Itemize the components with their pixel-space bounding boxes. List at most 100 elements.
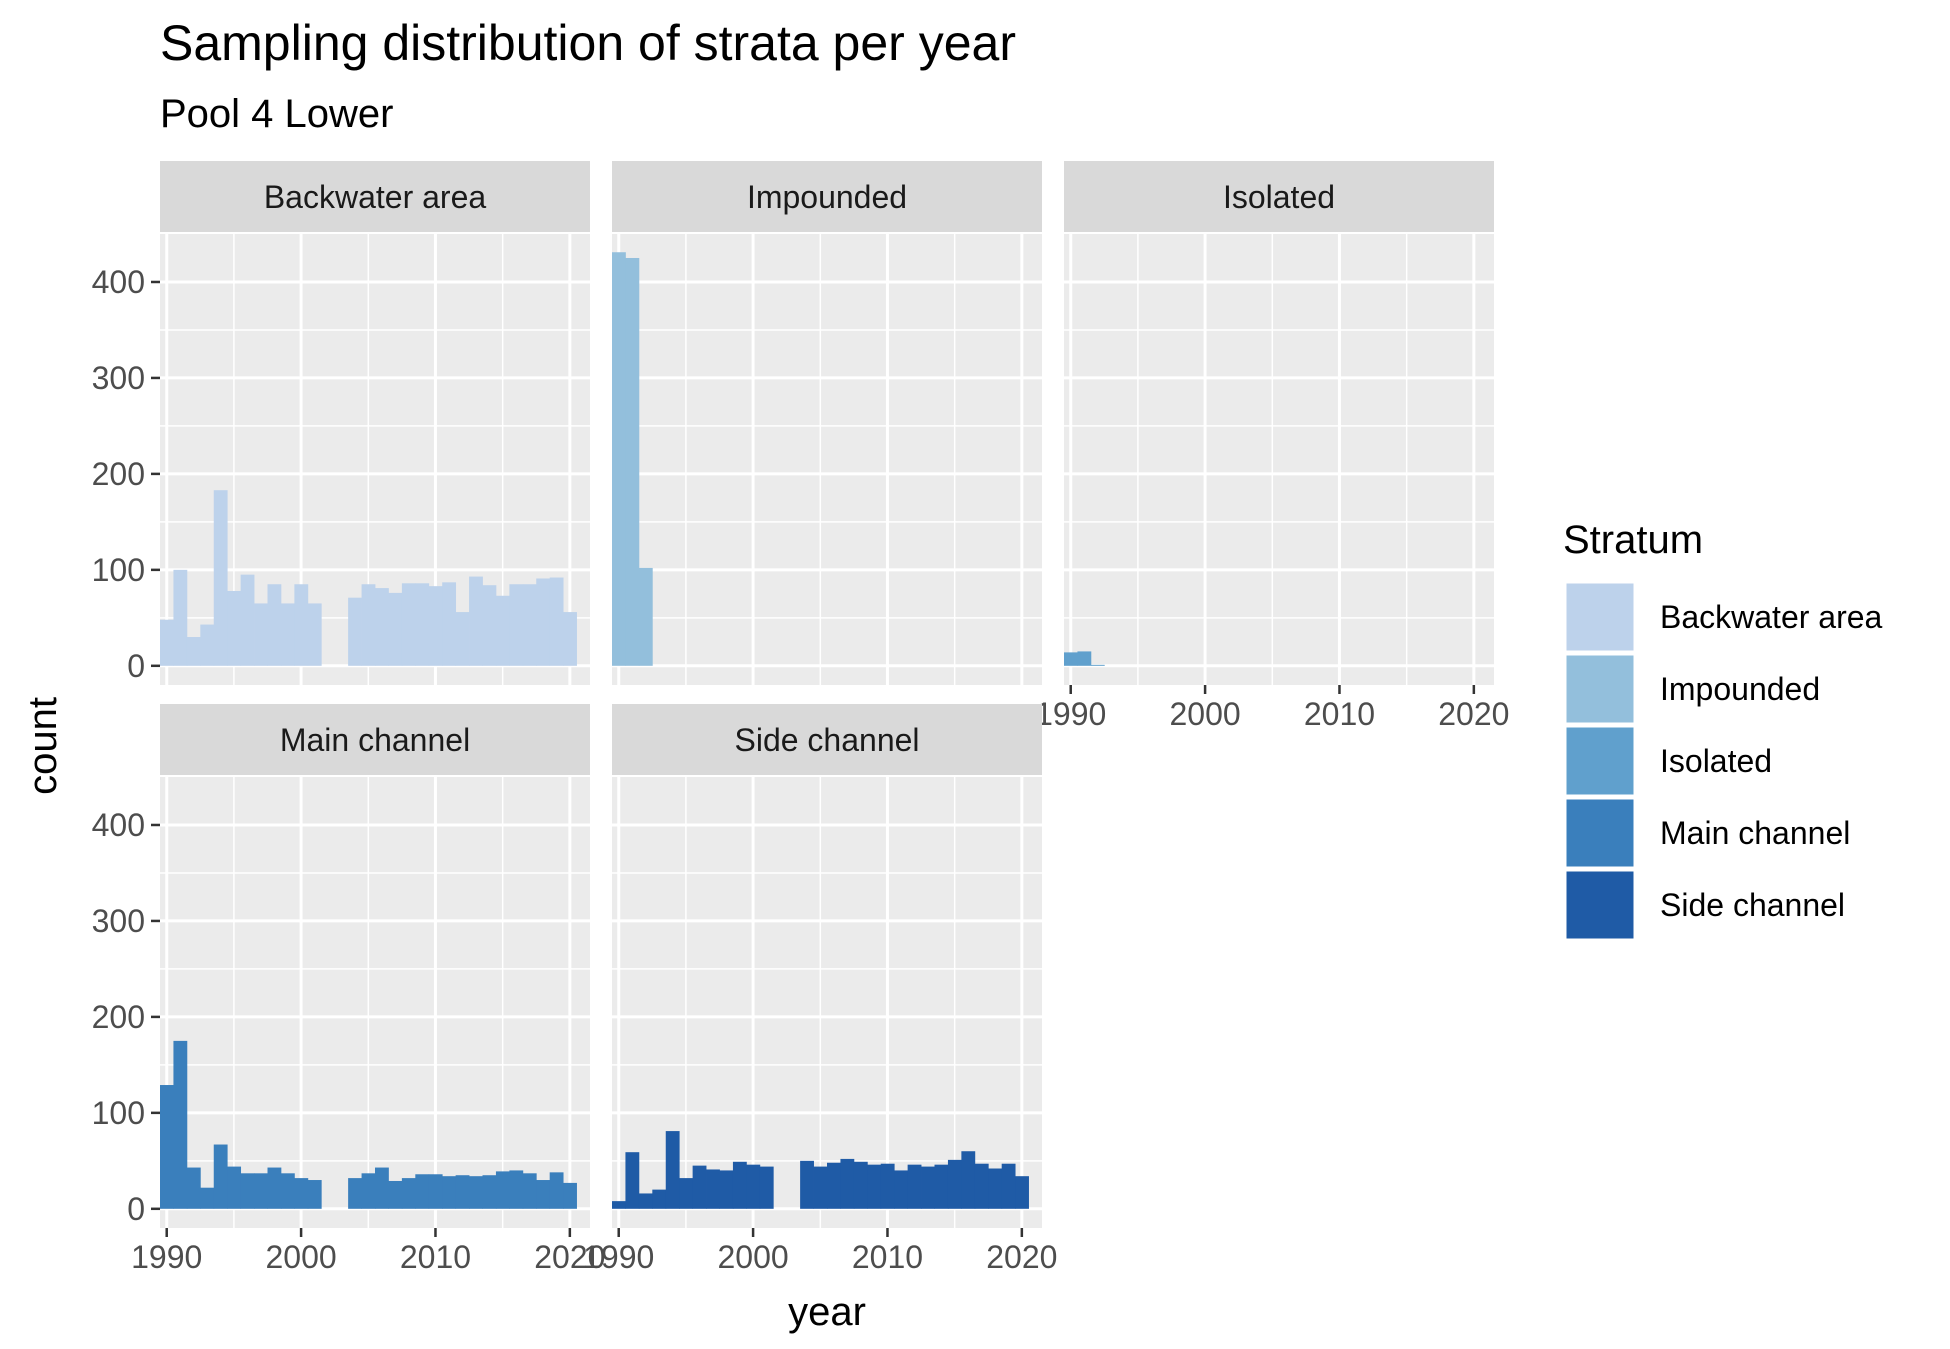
legend-label: Side channel [1660,887,1845,923]
bar [348,597,362,666]
y-tick-label: 100 [92,1095,145,1131]
bar [719,1170,734,1209]
bar [401,1178,416,1209]
legend-label: Main channel [1660,815,1850,851]
bar [894,1170,909,1209]
panel-background [1064,234,1494,685]
bar [294,584,309,666]
facet-strip [160,161,590,232]
legend-key [1563,724,1637,798]
x-tick-label: 1990 [131,1239,202,1275]
bar [612,1201,626,1209]
facet-strip-label: Backwater area [264,179,487,215]
bar [732,1161,747,1209]
bar [469,1176,483,1209]
bar [173,1040,188,1209]
bar [988,1168,1003,1209]
bar [482,585,497,666]
bar [947,1159,962,1209]
bar [200,624,215,666]
bar [213,1144,228,1209]
y-tick-label: 300 [92,360,145,396]
bar [907,1164,922,1209]
bar [536,1180,551,1209]
bar [442,1176,457,1209]
bar [267,584,282,666]
bar [415,1174,430,1209]
y-tick-label: 400 [92,807,145,843]
bar [240,1173,255,1209]
bar [375,1167,389,1209]
y-tick-label: 200 [92,999,145,1035]
bar [867,1164,882,1209]
bar [173,569,188,666]
bar [227,590,242,666]
facet-strip-label: Impounded [747,179,907,215]
bar [652,1189,667,1209]
bar [388,1180,403,1209]
y-tick-label: 200 [92,456,145,492]
bar [442,582,457,666]
legend-item: Backwater area [1563,580,1883,654]
bar [186,637,201,666]
bar [509,1170,524,1209]
facet-strip-label: Main channel [280,722,470,758]
legend-key [1563,580,1637,654]
bar [1001,1163,1016,1209]
legend-items: Backwater area Impounded Isolated Main chan… [1563,580,1883,942]
legend-item: Impounded [1563,652,1820,726]
legend-item: Main channel [1563,796,1850,870]
facet-strip-label: Isolated [1223,179,1335,215]
bar [428,1174,443,1209]
bar [495,1171,510,1209]
x-tick-label: 2010 [400,1239,471,1275]
legend-label: Backwater area [1660,599,1883,635]
bar [509,584,524,666]
facet-panel: Backwater area 0 100 200 300 400 [92,161,590,685]
x-tick-label: 2000 [718,1239,789,1275]
bar [186,1167,201,1209]
bar [638,567,653,666]
facet-panel: Side channel 1990 2000 2010 2020 [583,704,1057,1275]
legend-label: Impounded [1660,671,1820,707]
bar [549,577,564,666]
bar [254,603,268,666]
legend: Stratum Backwater area Impounded Isolated M… [1563,518,1883,942]
x-tick-label: 1990 [583,1239,654,1275]
chart-subtitle: Pool 4 Lower [160,92,393,136]
y-axis-title: count [21,697,65,795]
bar [665,1131,680,1209]
bar [522,584,537,666]
bar [679,1178,694,1209]
bar [280,1173,295,1209]
bar [482,1175,497,1209]
bar [625,1152,640,1209]
legend-item: Side channel [1563,868,1845,942]
facet-strip [160,704,590,775]
facet-panel: Isolated 1990 2000 2010 2020 [1035,161,1509,732]
x-tick-label: 2020 [534,1239,605,1275]
bar [1077,651,1092,666]
bar [563,1182,577,1209]
bar [692,1165,707,1209]
bar [536,578,551,666]
x-tick-label: 2010 [852,1239,923,1275]
x-tick-label: 2020 [1438,696,1509,732]
bar [361,1173,376,1209]
facet-strip [612,704,1042,775]
bar [800,1160,814,1209]
bar [934,1164,949,1209]
chart-title: Sampling distribution of strata per year [160,15,1016,71]
bar [469,576,483,666]
legend-key [1563,652,1637,726]
y-tick-label: 400 [92,264,145,300]
bar [227,1166,242,1209]
bar [200,1187,215,1209]
bar [294,1178,309,1209]
bar [638,1193,653,1209]
bar [361,584,376,666]
bar [388,592,403,666]
legend-title: Stratum [1563,518,1703,562]
bar [1064,652,1078,666]
bar [522,1173,537,1209]
